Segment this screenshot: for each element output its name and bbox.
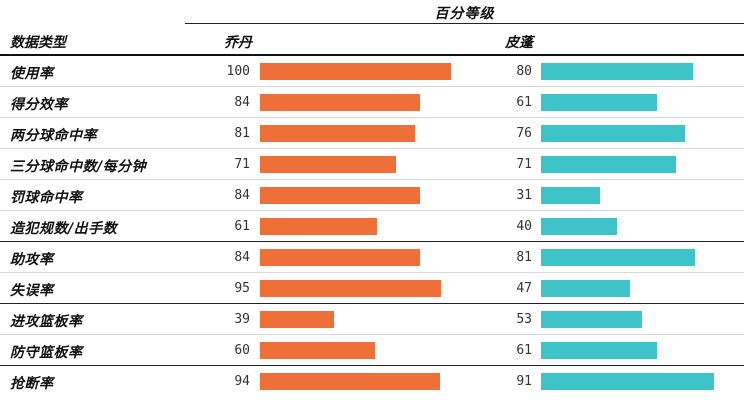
category-label: 失误率 [10,283,54,299]
series-header-jordan: 乔丹 [224,35,252,51]
row-divider [0,117,744,118]
category-label: 罚球命中率 [10,190,83,206]
row-divider [0,334,744,335]
series-header-pippen: 皮蓬 [505,35,533,51]
row-divider [0,86,744,87]
data-value-label: 94 [234,374,250,389]
bar-jordan [260,280,441,297]
data-value-label: 61 [234,219,250,234]
bar-jordan [260,94,420,111]
chart-row: 三分球命中数/每分钟 71 71 [0,149,744,180]
data-value-label: 39 [234,312,250,327]
chart-row: 两分球命中率 81 76 [0,118,744,149]
bar-jordan [260,218,377,235]
bar-pippen [541,94,657,111]
category-label: 两分球命中率 [10,128,97,144]
bar-jordan [260,187,420,204]
category-label: 得分效率 [10,97,68,113]
chart-row: 抢断率 94 91 [0,366,744,397]
category-label: 进攻篮板率 [10,314,83,330]
bar-pippen [541,125,685,142]
bar-pippen [541,156,676,173]
chart-row: 失误率 95 47 [0,273,744,304]
bar-pippen [541,218,617,235]
bar-jordan [260,373,440,390]
row-divider [0,272,744,273]
bar-pippen [541,311,642,328]
data-value-label: 84 [234,250,250,265]
chart-row: 防守篮板率 60 61 [0,335,744,366]
data-value-label: 81 [234,126,250,141]
data-value-label: 71 [516,157,532,172]
header-rule [0,54,744,56]
data-value-label: 91 [516,374,532,389]
chart-row: 使用率 100 80 [0,56,744,87]
group-separator [0,241,744,242]
chart-row: 得分效率 84 61 [0,87,744,118]
category-label: 助攻率 [10,252,54,268]
data-value-label: 31 [516,188,532,203]
bar-jordan [260,125,415,142]
chart-row: 助攻率 84 81 [0,242,744,273]
bar-pippen [541,187,600,204]
data-value-label: 100 [226,64,250,79]
category-label: 使用率 [10,66,54,82]
data-value-label: 84 [234,188,250,203]
data-value-label: 81 [516,250,532,265]
bar-pippen [541,63,693,80]
bar-pippen [541,373,714,390]
row-divider [0,179,744,180]
data-value-label: 47 [516,281,532,296]
data-value-label: 53 [516,312,532,327]
data-value-label: 76 [516,126,532,141]
data-value-label: 61 [516,95,532,110]
category-column-header: 数据类型 [10,35,66,51]
bar-jordan [260,311,334,328]
bar-jordan [260,156,396,173]
chart-row: 罚球命中率 84 31 [0,180,744,211]
chart-row: 造犯规数/出手数 61 40 [0,211,744,242]
group-separator [0,365,744,366]
category-label: 三分球命中数/每分钟 [10,159,147,175]
data-value-label: 40 [516,219,532,234]
data-value-label: 80 [516,64,532,79]
category-label: 防守篮板率 [10,345,83,361]
category-label: 造犯规数/出手数 [10,221,118,237]
category-label: 抢断率 [10,376,54,392]
chart-title: 百分等级 [434,6,495,22]
data-value-label: 61 [516,343,532,358]
bar-pippen [541,342,657,359]
title-underline [185,23,744,24]
bar-jordan [260,249,420,266]
group-separator [0,303,744,304]
bar-pippen [541,280,630,297]
bar-jordan [260,63,451,80]
bar-jordan [260,342,375,359]
data-value-label: 71 [234,157,250,172]
row-divider [0,210,744,211]
chart-row: 进攻篮板率 39 53 [0,304,744,335]
data-value-label: 95 [234,281,250,296]
data-value-label: 60 [234,343,250,358]
bar-pippen [541,249,695,266]
data-value-label: 84 [234,95,250,110]
row-divider [0,148,744,149]
